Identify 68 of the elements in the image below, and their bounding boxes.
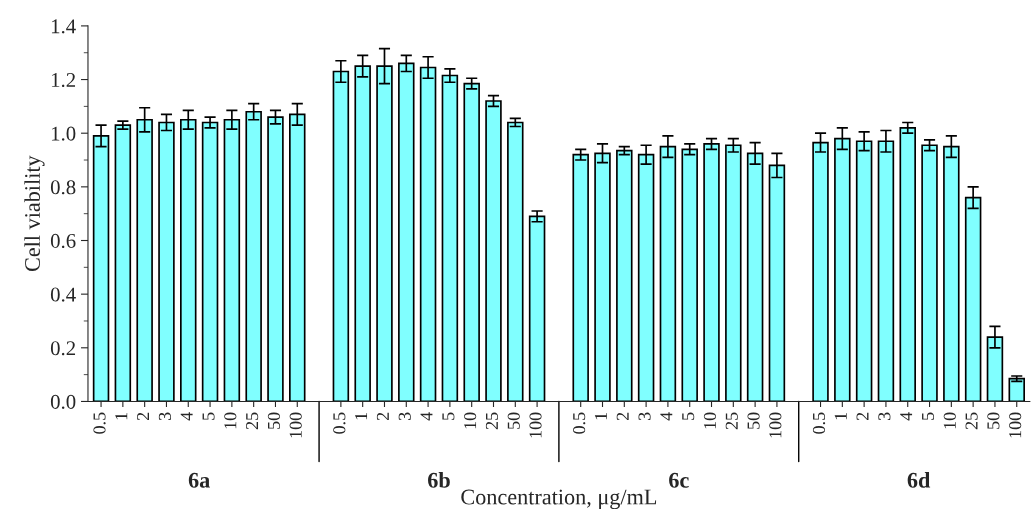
x-tick-label: 10 [943,412,956,429]
y-tick-label: 0.2 [50,341,76,356]
x-tick-label: 4 [900,412,913,421]
x-tick-label: 4 [180,412,193,421]
x-tick-label: 0.5 [333,412,346,434]
x-tick-label: 50 [987,412,1000,429]
text: 6d [907,472,931,488]
y-axis-title: Cell viability [24,155,45,272]
bar [441,74,459,402]
x-tick-label: 5 [202,412,215,420]
x-tick-label: 10 [703,412,717,429]
y-tick-label: 0.4 [50,287,76,302]
x-tick-label: 50 [747,412,760,429]
x-tick-label: 1 [355,412,368,420]
y-tick-label: 0.6 [50,233,76,249]
x-tick-label: 25 [246,412,259,430]
x-tick-label: 5 [922,412,935,420]
x-tick-label: 2 [856,412,869,421]
y-tick-label: 1.0 [51,126,76,141]
x-tick-label: 2 [137,412,149,421]
text: 6c [669,472,689,488]
y-tick-label: 0.0 [50,394,76,409]
y-tick-label: 0.8 [50,180,76,195]
bar [463,82,480,402]
y-tick-label: 1.2 [51,72,76,88]
bar [507,121,524,402]
bar [528,215,546,402]
x-tick-label: 50 [267,412,280,429]
x-axis-title: Concentration, μg/mL [461,489,657,510]
x-tick-label: 4 [660,412,673,421]
x-tick-label: 3 [398,412,411,421]
bar [572,153,589,402]
x-tick-label: 0.5 [812,412,826,434]
x-tick-label: 5 [682,412,695,420]
x-tick-label: 1 [115,412,128,420]
bar [703,143,720,402]
bar [201,121,219,402]
bar [616,149,633,402]
x-tick-label: 100 [1009,412,1022,438]
x-tick-label: 25 [725,412,738,430]
x-tick-label: 0.5 [573,412,586,434]
x-tick-label: 25 [965,412,978,430]
x-tick-label: 100 [289,412,302,438]
x-tick-label: 100 [769,412,782,438]
x-tick-label: 2 [616,412,629,421]
x-tick-label: 1 [594,412,607,420]
x-tick-label: 3 [878,412,891,421]
x-tick-label: 10 [224,412,237,429]
x-tick-label: 10 [464,412,477,429]
y-tick-label: 1.4 [51,19,76,34]
x-tick-label: 25 [485,412,499,430]
x-tick-label: 4 [420,412,433,421]
x-tick-label: 100 [529,412,542,438]
text: 6b [428,472,450,488]
x-tick-label: 3 [158,412,171,421]
bar [681,148,698,402]
bar [1008,377,1025,402]
x-tick-label: 50 [507,412,520,429]
x-tick-label: 0.5 [93,412,106,434]
bar [485,100,502,402]
bar [899,127,916,402]
bar [921,144,938,402]
x-tick-label: 3 [638,412,651,421]
x-tick-label: 2 [376,412,389,421]
x-tick-label: 1 [834,412,847,420]
text: 6a [188,472,210,488]
bar [114,124,132,402]
x-tick-label: 5 [442,412,455,420]
